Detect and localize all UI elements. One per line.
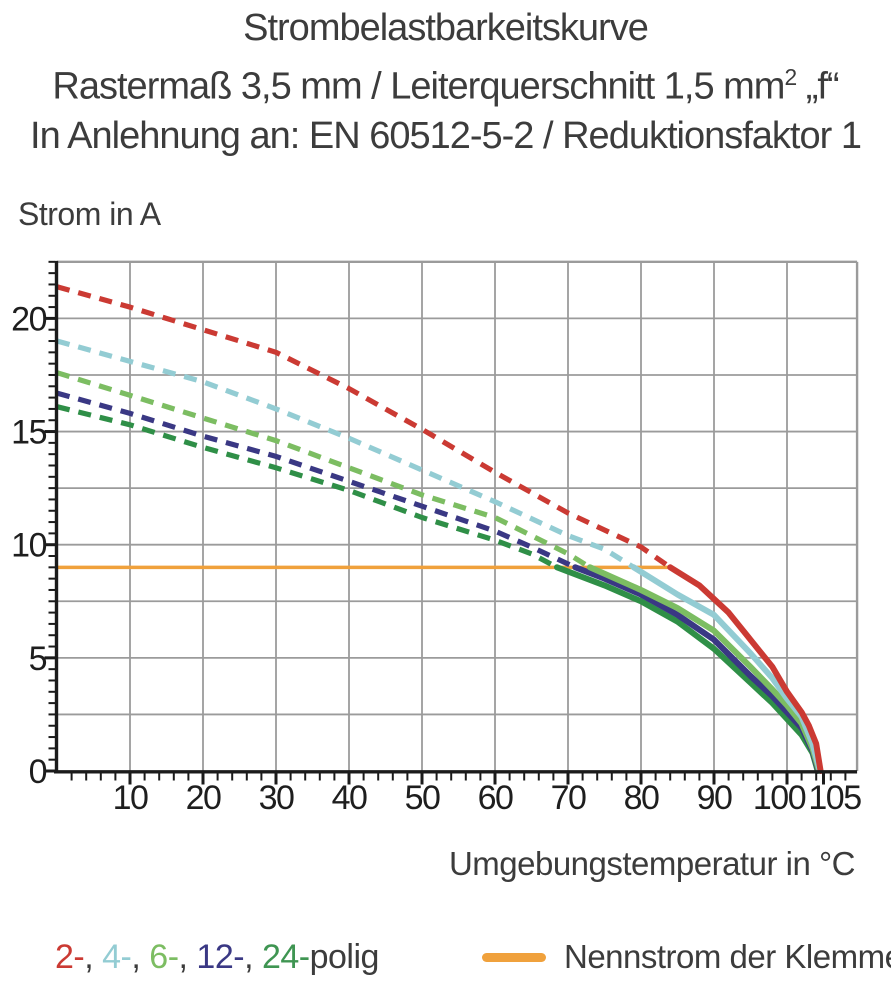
legend-pole-part: 6- (149, 938, 179, 976)
x-tick-label: 30 (259, 779, 294, 817)
x-tick-label: 40 (332, 779, 367, 817)
y-tick-label: 0 (29, 753, 47, 791)
axes (54, 260, 858, 774)
x-tick-label: 80 (624, 779, 659, 817)
x-tick-label: 105 (808, 779, 861, 817)
chart-title-line-2: Rastermaß 3,5 mm / Leiterquerschnitt 1,5… (0, 53, 891, 112)
nominal-current-label: Nennstrom der Klemme (564, 938, 891, 975)
x-tick-label: 100 (753, 779, 806, 817)
legend-pole-part: 24- (261, 938, 310, 976)
chart-title-line-3: In Anlehnung an: EN 60512-5-2 / Reduktio… (30, 114, 862, 157)
legend-pole-part: , (178, 938, 197, 976)
legend-pole-part: polig (309, 938, 380, 976)
axis-ticks (44, 260, 847, 785)
y-tick-label: 15 (11, 414, 46, 452)
x-tick-label: 90 (697, 779, 732, 817)
superscript-2: 2 (784, 64, 797, 90)
x-tick-label: 50 (405, 779, 440, 817)
legend-pole-part: 2- (55, 938, 85, 976)
legend-pole-part: 12- (196, 938, 245, 976)
x-tick-label: 60 (478, 779, 513, 817)
legend-pole-part: , (84, 938, 103, 976)
x-tick-label: 10 (113, 779, 148, 817)
legend-pole-part: 4- (102, 938, 132, 976)
y-axis-label: Strom in A (18, 196, 161, 232)
legend-pole-part: , (244, 938, 262, 976)
chart-title-line-2-suffix: „f“ (796, 65, 840, 108)
y-tick-label: 5 (29, 640, 47, 678)
y-tick-label: 20 (11, 300, 46, 338)
nominal-current-line-swatch (482, 952, 546, 962)
legend-nominal-current: Nennstrom der Klemme (482, 938, 891, 976)
series-2-polig (56, 284, 824, 774)
x-axis-label: Umgebungstemperatur in °C (448, 845, 856, 882)
chart-title-line-1: Strombelastbarkeitskurve (243, 7, 649, 49)
legend-pole-counts: 2-, 4-, 6-, 12-, 24-polig (55, 938, 379, 977)
legend-pole-part: , (131, 938, 150, 976)
series-4-polig (56, 338, 823, 774)
chart-title-line-2-text: Rastermaß 3,5 mm / Leiterquerschnitt 1,5… (52, 65, 785, 108)
y-tick-label: 10 (11, 527, 46, 565)
tick-labels: 0 5 10 15 20 10 20 30 40 50 60 70 80 90 100 105 (11, 300, 863, 817)
x-tick-label: 20 (186, 779, 221, 817)
chart-title-block: Strombelastbarkeitskurve Rastermaß 3,5 m… (0, 4, 891, 161)
x-tick-label: 70 (551, 779, 586, 817)
